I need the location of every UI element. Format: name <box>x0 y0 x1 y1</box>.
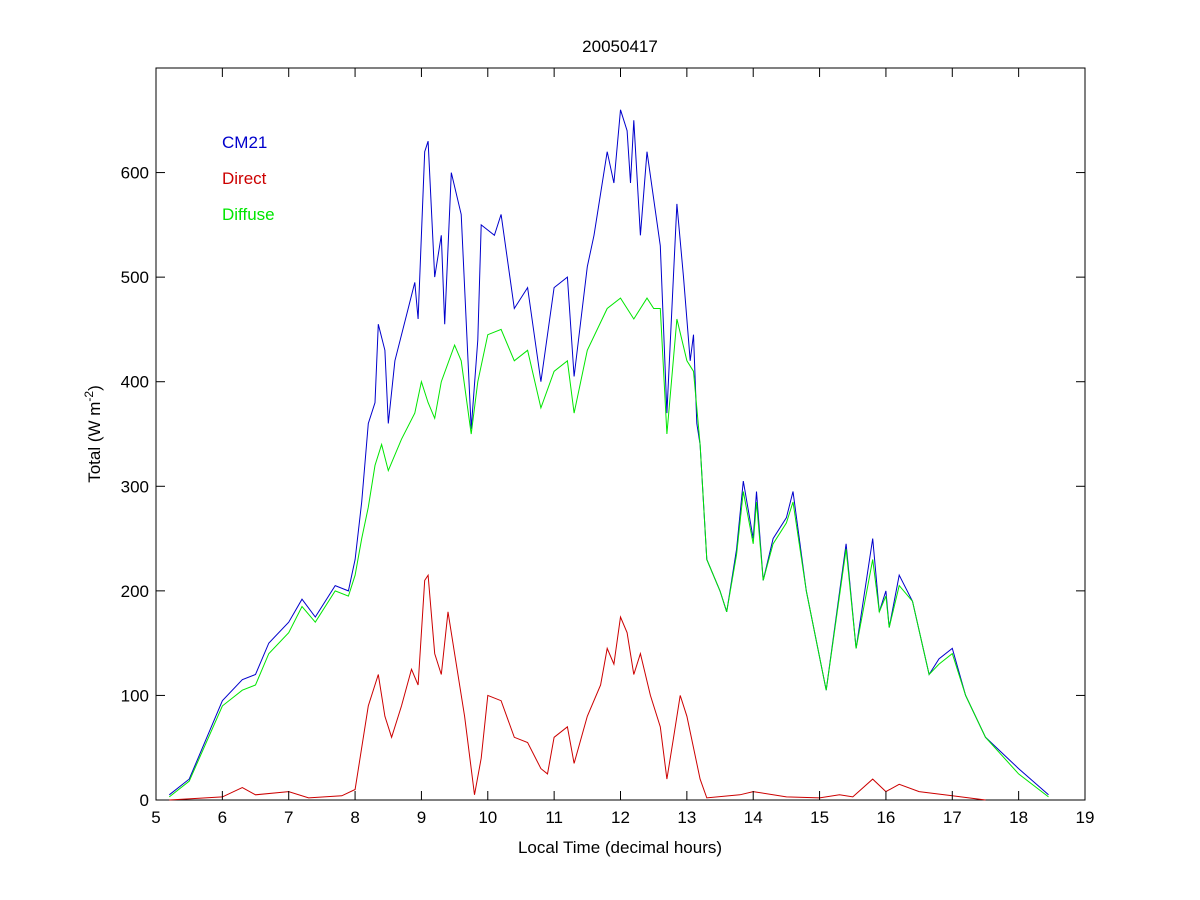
x-tick-label: 17 <box>943 808 962 827</box>
x-tick-label: 7 <box>284 808 293 827</box>
y-axis-label-main: Total (W m <box>85 402 104 483</box>
y-tick-label: 300 <box>121 477 149 496</box>
series-line-cm21 <box>168 109 1049 796</box>
y-tick-label: 200 <box>121 582 149 601</box>
x-tick-label: 12 <box>611 808 630 827</box>
series-line-diffuse <box>168 297 1049 798</box>
legend-entry-diffuse: Diffuse <box>222 205 275 224</box>
legend-entry-cm21: CM21 <box>222 133 267 152</box>
x-tick-label: 15 <box>810 808 829 827</box>
x-tick-label: 8 <box>350 808 359 827</box>
y-tick-label: 500 <box>121 268 149 287</box>
y-tick-label: 0 <box>140 791 149 810</box>
x-tick-label: 11 <box>545 808 563 827</box>
x-tick-label: 13 <box>677 808 696 827</box>
y-axis-label-superscript: -2 <box>82 391 96 402</box>
legend-entry-direct: Direct <box>222 169 267 188</box>
x-tick-label: 18 <box>1009 808 1028 827</box>
legend: CM21 Direct Diffuse <box>222 133 275 224</box>
y-axis-label: Total (W m-2) <box>82 385 104 483</box>
series-line-direct <box>169 573 986 801</box>
x-tick-label: 10 <box>478 808 497 827</box>
y-axis-label-suffix: ) <box>85 385 104 391</box>
x-tick-label: 9 <box>417 808 426 827</box>
y-tick-label: 400 <box>121 373 149 392</box>
tick-layer: 5 6 7 8 9 10 11 12 13 14 15 16 17 18 19 0 100 200 300 400 50… <box>121 68 1095 827</box>
y-tick-label: 100 <box>121 686 149 705</box>
x-tick-label: 14 <box>744 808 763 827</box>
y-tick-label: 600 <box>121 164 149 183</box>
plot-area <box>155 67 1086 801</box>
chart-title: 20050417 <box>582 37 658 56</box>
series-layer <box>168 109 1049 801</box>
x-tick-label: 16 <box>876 808 895 827</box>
x-tick-label: 6 <box>218 808 227 827</box>
x-tick-label: 19 <box>1076 808 1095 827</box>
x-axis-label: Local Time (decimal hours) <box>518 838 722 857</box>
x-tick-label: 5 <box>151 808 160 827</box>
